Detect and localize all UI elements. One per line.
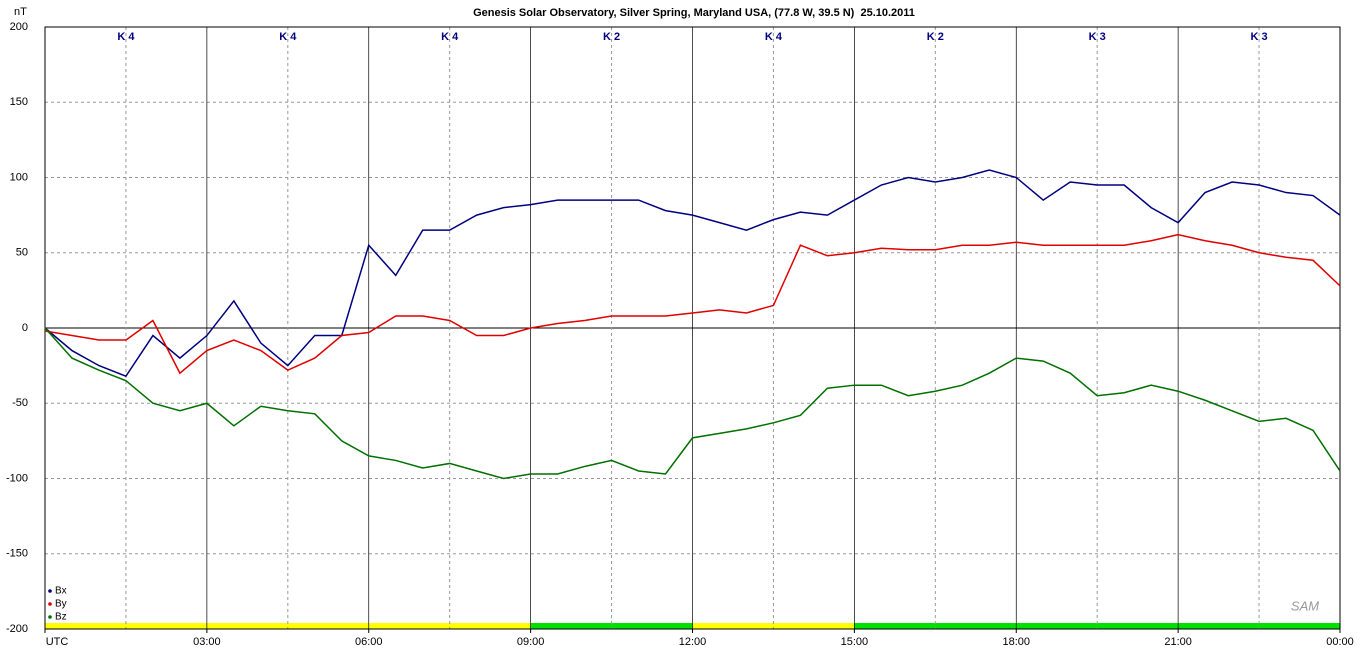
k-bar <box>206 623 369 629</box>
k-bar <box>854 623 1017 629</box>
k-index-label: K 2 <box>603 31 620 43</box>
y-tick-label: -200 <box>6 623 28 635</box>
series-line <box>44 169 1341 378</box>
k-bar <box>1016 623 1179 629</box>
x-tick-label: 06:00 <box>355 636 383 648</box>
x-tick-label: 09:00 <box>517 636 545 648</box>
legend-marker <box>48 589 52 593</box>
y-tick-label: 50 <box>16 247 28 259</box>
logo: SAM <box>1291 598 1319 613</box>
legend-label: By <box>55 599 67 610</box>
y-tick-label: 150 <box>10 96 28 108</box>
series-line <box>44 327 1341 480</box>
k-bar <box>45 623 207 629</box>
x-tick-label: 03:00 <box>193 636 221 648</box>
x-tick-label: UTC <box>46 636 69 648</box>
k-bar <box>692 623 855 629</box>
k-bar <box>1178 623 1340 629</box>
series-line <box>44 233 1341 375</box>
y-tick-label: -50 <box>12 397 28 409</box>
k-index-label: K 4 <box>279 31 297 43</box>
x-tick-label: 00:00 <box>1326 636 1354 648</box>
x-tick-label: 15:00 <box>841 636 869 648</box>
chart-title: Genesis Solar Observatory, Silver Spring… <box>473 7 915 19</box>
legend-marker <box>48 602 52 606</box>
y-tick-label: 100 <box>10 171 28 183</box>
k-index-label: K 4 <box>117 31 135 43</box>
legend-marker <box>48 615 52 619</box>
y-tick-label: -100 <box>6 472 28 484</box>
y-tick-label: 200 <box>10 21 28 33</box>
k-index-label: K 2 <box>927 31 944 43</box>
x-tick-label: 21:00 <box>1164 636 1192 648</box>
k-index-label: K 3 <box>1251 31 1268 43</box>
k-bar <box>368 623 531 629</box>
k-index-label: K 4 <box>765 31 783 43</box>
legend-label: Bx <box>55 586 67 597</box>
x-tick-label: 12:00 <box>679 636 707 648</box>
y-tick-label: 0 <box>22 322 28 334</box>
k-bar <box>530 623 693 629</box>
legend-label: Bz <box>55 612 67 623</box>
y-tick-label: -150 <box>6 548 28 560</box>
x-tick-label: 18:00 <box>1002 636 1030 648</box>
k-index-label: K 3 <box>1089 31 1106 43</box>
y-axis-label: nT <box>14 6 27 18</box>
k-index-label: K 4 <box>441 31 459 43</box>
